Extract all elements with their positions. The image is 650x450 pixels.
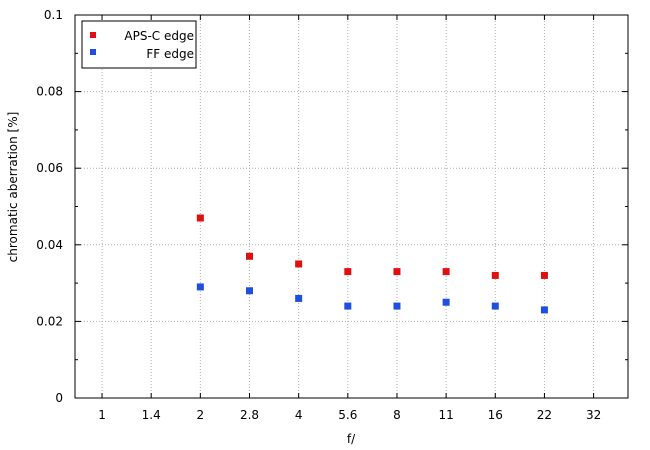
data-point-aps-c bbox=[295, 260, 303, 268]
data-point-aps-c bbox=[246, 252, 254, 260]
x-tick-label: 2.8 bbox=[240, 408, 259, 422]
data-point-ff bbox=[344, 302, 352, 310]
grid bbox=[75, 15, 628, 398]
y-tick-label: 0.08 bbox=[36, 85, 63, 99]
data-point-ff bbox=[540, 306, 548, 314]
legend: APS-C edge FF edge bbox=[81, 20, 197, 69]
y-tick-label: 0.02 bbox=[36, 314, 63, 328]
legend-marker-ff bbox=[90, 49, 96, 55]
data-point-aps-c bbox=[196, 214, 204, 222]
x-tick-label: 2 bbox=[197, 408, 205, 422]
data-point-ff bbox=[442, 298, 450, 306]
data-point-ff bbox=[196, 283, 204, 291]
axis-ticks bbox=[75, 14, 628, 399]
legend-label-aps-c: APS-C edge bbox=[124, 29, 194, 43]
legend-box bbox=[81, 20, 197, 69]
data-point-aps-c bbox=[491, 271, 499, 279]
x-axis-title: f/ bbox=[347, 432, 356, 446]
data-points bbox=[196, 214, 548, 314]
data-point-aps-c bbox=[393, 268, 401, 276]
legend-marker-aps-c bbox=[90, 32, 96, 38]
y-tick-label: 0.04 bbox=[36, 238, 63, 252]
data-point-aps-c bbox=[442, 268, 450, 276]
x-tick-label: 16 bbox=[488, 408, 503, 422]
data-point-aps-c bbox=[344, 268, 352, 276]
data-point-ff bbox=[393, 302, 401, 310]
x-tick-labels: 1 1.4 2 2.8 4 5.6 8 11 16 22 32 bbox=[98, 408, 601, 422]
x-tick-label: 8 bbox=[393, 408, 401, 422]
legend-label-ff: FF edge bbox=[146, 47, 194, 61]
data-point-ff bbox=[295, 294, 303, 302]
y-tick-label: 0.1 bbox=[44, 8, 63, 22]
x-tick-label: 1.4 bbox=[142, 408, 161, 422]
x-tick-label: 11 bbox=[438, 408, 453, 422]
y-axis-title: chromatic aberration [%] bbox=[6, 112, 20, 263]
y-tick-labels: 0 0.02 0.04 0.06 0.08 0.1 bbox=[36, 8, 63, 405]
plot-frame bbox=[74, 14, 629, 399]
data-point-ff bbox=[246, 287, 254, 295]
x-tick-label: 32 bbox=[586, 408, 601, 422]
x-tick-label: 5.6 bbox=[338, 408, 357, 422]
y-tick-label: 0 bbox=[55, 391, 63, 405]
x-tick-label: 1 bbox=[98, 408, 106, 422]
data-point-aps-c bbox=[540, 271, 548, 279]
data-point-ff bbox=[491, 302, 499, 310]
x-tick-label: 4 bbox=[295, 408, 303, 422]
y-tick-label: 0.06 bbox=[36, 161, 63, 175]
x-tick-label: 22 bbox=[537, 408, 552, 422]
